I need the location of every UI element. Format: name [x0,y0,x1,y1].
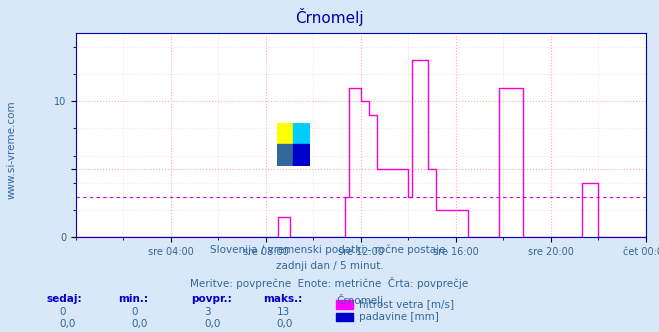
Text: 0: 0 [59,307,66,317]
Text: 0: 0 [132,307,138,317]
Text: www.si-vreme.com: www.si-vreme.com [7,100,17,199]
Text: 13: 13 [277,307,290,317]
Text: Slovenija / vremenski podatki - ročne postaje.: Slovenija / vremenski podatki - ročne po… [210,244,449,255]
Text: 0,0: 0,0 [59,319,76,329]
Text: padavine [mm]: padavine [mm] [359,312,439,322]
Text: hitrost vetra [m/s]: hitrost vetra [m/s] [359,299,454,309]
Text: 0,0: 0,0 [204,319,221,329]
Text: maks.:: maks.: [264,294,303,304]
Text: Črnomelj: Črnomelj [336,294,384,306]
Text: 0,0: 0,0 [277,319,293,329]
Polygon shape [293,144,310,166]
Text: sedaj:: sedaj: [46,294,82,304]
Polygon shape [293,123,310,144]
Text: povpr.:: povpr.: [191,294,232,304]
Polygon shape [277,123,293,144]
Text: 0,0: 0,0 [132,319,148,329]
Text: 3: 3 [204,307,211,317]
Text: min.:: min.: [119,294,149,304]
Polygon shape [277,144,293,166]
Text: Črnomelj: Črnomelj [295,8,364,26]
Text: zadnji dan / 5 minut.: zadnji dan / 5 minut. [275,261,384,271]
Text: Meritve: povprečne  Enote: metrične  Črta: povprečje: Meritve: povprečne Enote: metrične Črta:… [190,277,469,289]
